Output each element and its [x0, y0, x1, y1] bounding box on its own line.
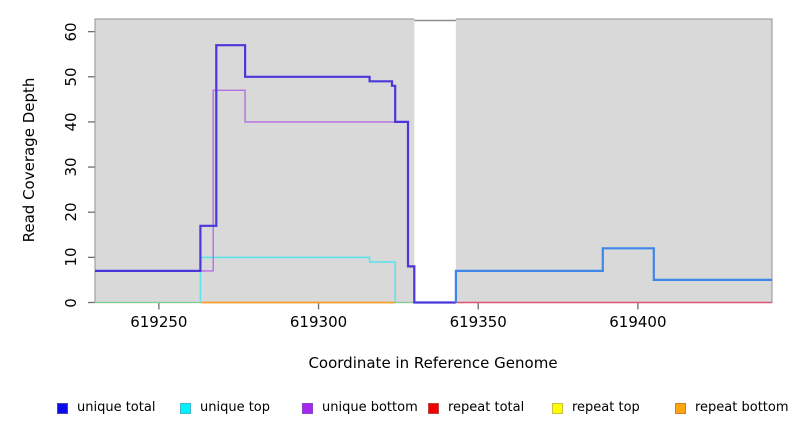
legend-label: repeat total [448, 400, 525, 415]
legend-swatch-icon [302, 403, 313, 414]
x-tick-label: 619250 [130, 313, 188, 331]
legend-swatch-icon [180, 403, 191, 414]
x-tick-label: 619350 [449, 313, 507, 331]
x-axis-title: Coordinate in Reference Genome [308, 354, 558, 372]
legend-swatch-icon [57, 403, 68, 414]
legend-swatch-icon [552, 403, 563, 414]
legend-label: unique total [77, 400, 156, 415]
legend-swatch-icon [675, 403, 686, 414]
masked-region [414, 17, 456, 303]
legend-label: repeat bottom [695, 400, 789, 415]
x-tick-label: 619400 [609, 313, 667, 331]
series-line-unique-total-right-segment- [454, 247, 772, 303]
legend-label: unique bottom [322, 400, 418, 415]
legend-label: unique top [200, 400, 271, 415]
y-tick-label: 60 [62, 22, 80, 42]
x-tick-label: 619300 [289, 313, 348, 331]
y-axis-title: Read Coverage Depth [20, 77, 38, 243]
legend-swatch-icon [428, 403, 439, 414]
legend-label: repeat top [572, 400, 640, 415]
series-line-unique-total-left-segment- [95, 44, 456, 304]
